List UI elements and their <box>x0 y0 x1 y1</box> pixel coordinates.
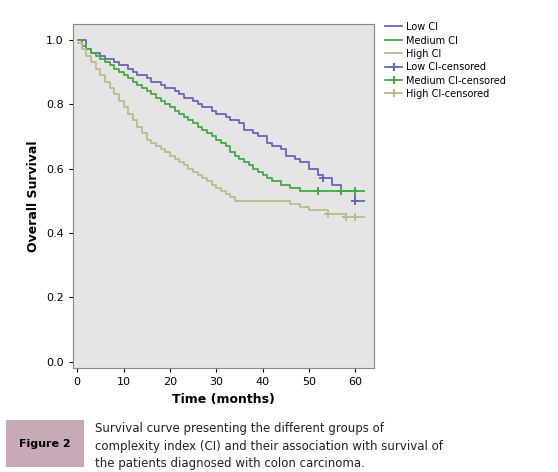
Text: Survival curve presenting the different groups of: Survival curve presenting the different … <box>95 422 384 436</box>
Text: Figure 2: Figure 2 <box>19 438 70 449</box>
FancyBboxPatch shape <box>6 420 84 467</box>
Text: the patients diagnosed with colon carcinoma.: the patients diagnosed with colon carcin… <box>95 457 365 471</box>
Text: complexity index (CI) and their association with survival of: complexity index (CI) and their associat… <box>95 440 442 453</box>
Legend: Low CI, Medium CI, High CI, Low CI-censored, Medium CI-censored, High CI-censore: Low CI, Medium CI, High CI, Low CI-censo… <box>383 20 508 101</box>
X-axis label: Time (months): Time (months) <box>172 393 275 406</box>
Y-axis label: Overall Survival: Overall Survival <box>27 140 40 252</box>
